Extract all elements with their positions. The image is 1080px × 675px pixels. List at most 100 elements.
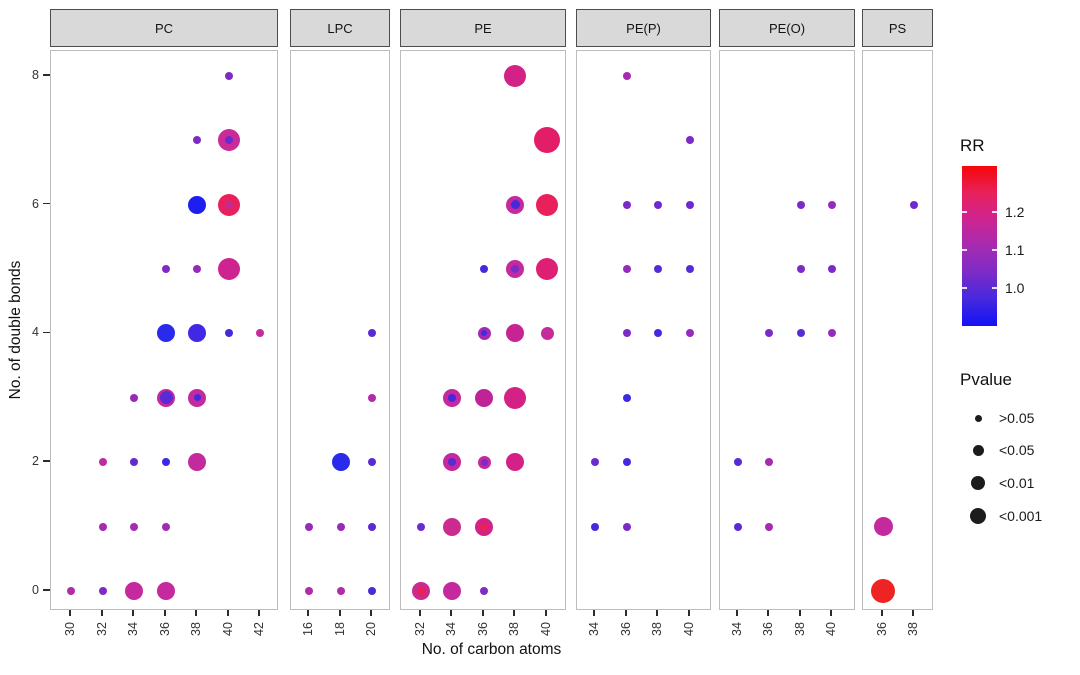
x-tick [164,610,166,616]
data-point [256,329,264,338]
x-tick [227,610,229,616]
data-point [506,453,524,472]
facet-label: LPC [327,20,353,36]
data-point [368,587,376,595]
data-point [188,453,206,472]
facet-panel-pep [576,50,711,610]
x-tick-label: 36 [158,622,172,636]
data-point [162,458,170,467]
data-point [623,200,631,209]
data-point [686,265,694,273]
x-tick-label: 30 [63,622,77,636]
y-tick [43,74,50,76]
y-tick [43,460,50,462]
data-point [480,587,488,595]
y-tick-label: 0 [32,583,39,597]
facet-panel-pc [50,50,278,610]
x-tick-label: 40 [221,622,235,636]
x-tick [656,610,658,616]
x-tick [101,610,103,616]
pvalue-legend-label: <0.05 [999,442,1035,458]
data-point [686,329,694,338]
x-tick [482,610,484,616]
x-tick [513,610,515,616]
data-point [654,200,662,209]
x-tick [688,610,690,616]
data-point [686,136,694,145]
data-point-inner [193,394,201,402]
facet-strip-peo: PE(O) [719,9,855,47]
data-point-inner [511,265,519,273]
data-point-inner [448,393,456,402]
x-axis-title: No. of carbon atoms [421,641,562,658]
x-tick-label: 38 [906,622,920,636]
data-point [193,136,201,145]
data-point [623,458,631,467]
rr-colorbar-tick [992,249,997,251]
data-point [591,458,599,467]
data-point [188,195,206,214]
data-point [871,579,895,603]
data-point [157,582,175,600]
pvalue-legend-title: Pvalue [960,370,1012,389]
data-point [130,458,138,467]
rr-colorbar-tick [962,249,967,251]
x-tick [625,610,627,616]
pvalue-legend-dot [971,476,985,490]
pvalue-legend-dot [974,414,982,422]
data-point [225,71,233,80]
data-point-inner [448,458,456,467]
x-tick-label: 18 [333,622,347,636]
data-point [193,265,201,273]
data-point-inner [481,330,487,337]
y-tick-label: 2 [32,454,39,469]
pvalue-legend-label: <0.001 [999,508,1043,524]
data-point [506,324,524,343]
y-tick-label: 8 [32,67,39,82]
data-point [417,522,425,531]
x-tick-label: 34 [730,622,744,636]
data-point [99,522,107,531]
x-tick-label: 32 [413,622,427,636]
x-tick [830,610,832,616]
data-point [305,587,313,595]
data-point [188,324,206,343]
data-point [873,517,893,537]
x-tick [767,610,769,616]
data-point [475,388,493,407]
facet-panel-lpc [290,50,390,610]
data-point [443,582,461,600]
facet-panel-peo [719,50,855,610]
data-point [368,522,376,531]
data-point [623,393,631,402]
x-tick [132,610,134,616]
data-point [828,200,836,209]
rr-colorbar-tick [992,211,997,213]
x-tick-label: 38 [189,622,203,636]
facet-label: PS [888,20,907,36]
y-tick-label: 6 [32,196,39,211]
data-point [623,71,631,80]
x-tick-label: 38 [650,622,664,636]
pvalue-legend-dot [972,444,984,456]
facet-label: PC [154,20,174,36]
rr-colorbar [962,166,997,326]
x-tick [593,610,595,616]
pvalue-legend-label: <0.01 [999,475,1035,491]
rr-colorbar-tick [962,211,967,213]
x-tick [736,610,738,616]
data-point-inner [480,522,488,531]
x-tick [881,610,883,616]
data-point [654,265,662,273]
x-tick-label: 36 [619,622,633,636]
data-point [765,329,773,338]
x-tick-label: 36 [875,622,889,636]
data-point [623,329,631,338]
x-tick-label: 20 [364,622,378,636]
data-point [443,517,461,536]
data-point [125,582,143,600]
x-tick [545,610,547,616]
x-tick-label: 36 [761,622,775,636]
rr-tick-label: 1.1 [1005,242,1025,258]
